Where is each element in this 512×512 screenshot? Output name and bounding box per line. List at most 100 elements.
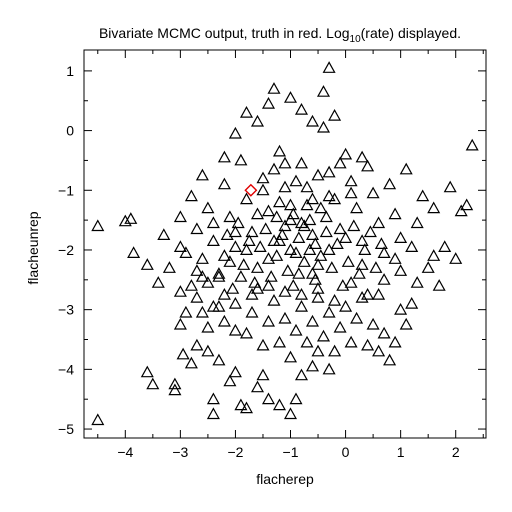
plot-area	[91, 61, 479, 426]
data-point	[355, 258, 369, 270]
data-point	[168, 377, 182, 390]
data-point	[179, 305, 193, 318]
data-point	[292, 231, 306, 243]
data-point	[212, 353, 226, 366]
data-point	[228, 225, 242, 238]
data-point	[316, 120, 331, 133]
data-point	[308, 273, 322, 285]
data-point	[388, 207, 402, 220]
data-point	[173, 210, 187, 223]
data-point	[314, 201, 328, 214]
data-point	[322, 243, 336, 255]
data-point	[231, 216, 245, 229]
data-point	[250, 261, 265, 273]
chart-title-main: Bivariate MCMC output, truth in red. Log	[99, 25, 350, 41]
data-point	[281, 264, 295, 276]
data-point	[239, 326, 254, 339]
data-point	[91, 413, 105, 426]
data-point	[377, 326, 391, 339]
data-point	[283, 407, 298, 420]
data-point	[261, 392, 276, 405]
data-point	[245, 225, 259, 238]
data-point	[333, 156, 347, 169]
data-point	[261, 279, 276, 291]
data-point	[388, 252, 402, 264]
data-point	[146, 377, 160, 390]
data-point	[355, 150, 369, 163]
data-point	[361, 159, 375, 172]
data-point	[118, 214, 132, 227]
data-point	[237, 258, 251, 270]
data-point	[250, 282, 265, 294]
data-point	[300, 198, 314, 211]
data-point	[394, 302, 408, 315]
data-point	[374, 237, 388, 249]
data-point	[267, 162, 281, 175]
chart-title-subscript: 10	[350, 34, 362, 45]
y-tick-label: −3	[58, 302, 74, 318]
data-point	[270, 210, 284, 223]
data-point	[303, 213, 317, 226]
y-tick-label: −1	[58, 182, 74, 198]
data-point	[272, 195, 287, 208]
data-point	[245, 305, 259, 318]
data-point	[278, 219, 292, 232]
data-point	[339, 147, 353, 160]
data-point	[322, 61, 336, 73]
data-point	[223, 255, 237, 267]
data-point	[383, 353, 397, 366]
data-point	[465, 138, 479, 151]
data-point	[330, 237, 344, 249]
data-point	[190, 264, 204, 276]
data-point	[294, 156, 309, 169]
data-point	[179, 246, 193, 258]
data-point	[223, 210, 237, 223]
data-point	[350, 201, 364, 214]
x-tick-label: 0	[342, 444, 350, 460]
data-point	[311, 258, 325, 270]
data-point	[305, 314, 320, 327]
data-point	[286, 279, 300, 291]
data-point	[333, 222, 347, 235]
data-point	[311, 168, 325, 181]
data-point	[361, 338, 375, 351]
data-point	[256, 171, 270, 184]
data-point	[278, 285, 292, 297]
plot-frame	[83, 49, 487, 439]
data-point	[339, 299, 353, 312]
data-point	[272, 234, 287, 246]
data-point	[316, 85, 331, 97]
data-point	[173, 240, 187, 252]
data-point	[283, 213, 298, 226]
data-point	[228, 126, 242, 139]
data-point	[421, 261, 435, 273]
data-point	[341, 255, 355, 267]
data-point	[294, 102, 309, 115]
data-point	[212, 267, 226, 279]
data-point	[245, 287, 259, 300]
data-point	[339, 231, 353, 243]
data-point	[283, 91, 298, 103]
data-point	[195, 252, 209, 264]
data-point	[168, 383, 182, 396]
data-point	[316, 329, 331, 342]
data-point	[333, 320, 347, 333]
data-point	[289, 246, 303, 258]
data-point	[352, 267, 366, 279]
data-point	[151, 276, 165, 288]
data-point	[289, 323, 303, 336]
data-point	[377, 246, 391, 258]
data-point	[140, 365, 154, 378]
data-point	[206, 392, 220, 405]
data-point	[234, 270, 248, 282]
data-point	[190, 290, 204, 303]
data-point	[283, 350, 298, 363]
data-point	[328, 344, 342, 357]
data-point	[358, 243, 372, 255]
data-point	[259, 222, 273, 235]
data-point	[250, 207, 265, 220]
data-point	[319, 210, 333, 223]
data-point	[363, 225, 377, 238]
data-point	[195, 168, 209, 181]
data-point	[201, 344, 215, 357]
